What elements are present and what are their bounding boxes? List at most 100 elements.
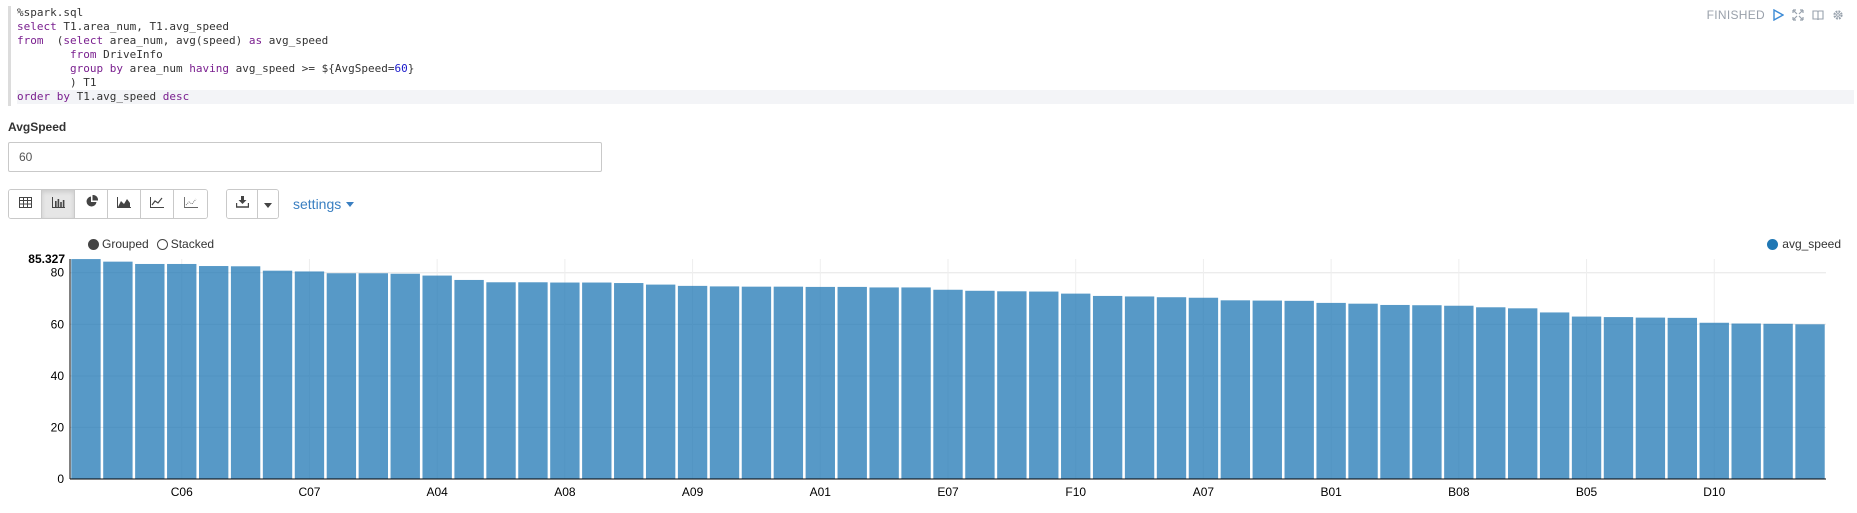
x-tick-label: B08: [1448, 485, 1470, 499]
code-editor[interactable]: %spark.sql select T1.area_num, T1.avg_spe…: [8, 6, 1854, 106]
code-token: order by: [17, 90, 70, 103]
bar: [1316, 302, 1346, 479]
bar: [1156, 297, 1187, 479]
bar: [1635, 317, 1666, 479]
bar: [677, 285, 708, 479]
bar: [167, 263, 197, 479]
grouping-controls: Grouped Stacked: [88, 237, 214, 251]
run-icon[interactable]: [1771, 8, 1785, 22]
code-token: ) T1: [17, 76, 97, 89]
bar: [1667, 317, 1698, 479]
bar: [1508, 308, 1538, 479]
bar: [933, 289, 963, 479]
bar: [71, 259, 101, 479]
code-token: select: [63, 34, 104, 47]
bar: [773, 286, 804, 479]
bar: [901, 287, 931, 479]
code-token: as: [248, 34, 263, 47]
stacked-label: Stacked: [170, 237, 215, 251]
legend-swatch: [1767, 238, 1779, 250]
grouped-label: Grouped: [102, 237, 149, 251]
chart-legend[interactable]: avg_speed: [1767, 237, 1841, 251]
gear-icon[interactable]: [1831, 8, 1845, 22]
pie-chart-icon: [85, 194, 98, 213]
caret-down-icon: [346, 201, 355, 207]
scatter-chart-view-button[interactable]: [174, 190, 207, 218]
bar: [550, 282, 580, 479]
radio-unchecked-icon: [156, 238, 168, 250]
code-token: [17, 62, 70, 75]
area-chart-icon: [117, 195, 131, 213]
pie-chart-view-button[interactable]: [75, 190, 108, 218]
bar: [230, 266, 261, 479]
settings-label: settings: [293, 196, 342, 212]
area-chart-view-button[interactable]: [108, 190, 141, 218]
bar: [997, 291, 1027, 479]
sql-code[interactable]: %spark.sql select T1.area_num, T1.avg_spe…: [11, 6, 1854, 104]
bar: [1348, 303, 1378, 479]
code-token: 60: [394, 62, 408, 75]
bar-chart-view-button[interactable]: [42, 190, 75, 218]
expand-icon[interactable]: [1791, 8, 1805, 22]
code-token: (: [43, 34, 64, 47]
bar: [422, 275, 452, 479]
bar: [1763, 323, 1793, 479]
bar: [390, 273, 420, 479]
bar: [1699, 322, 1729, 479]
bar: [965, 290, 995, 479]
code-token: T1.avg_speed: [69, 90, 163, 103]
settings-toggle[interactable]: settings: [293, 196, 355, 212]
x-tick-label: C06: [171, 485, 193, 499]
y-max-label: 85.327: [28, 252, 65, 266]
visualization-toolbar: settings: [8, 189, 355, 219]
code-token: select: [17, 20, 57, 33]
book-icon[interactable]: [1811, 8, 1825, 22]
bar: [262, 270, 293, 479]
x-tick-label: A07: [1193, 485, 1215, 499]
bar: [645, 284, 676, 479]
bar: [869, 287, 899, 479]
code-line: ) T1: [17, 76, 1854, 90]
bar: [326, 273, 357, 479]
y-tick-label: 80: [51, 266, 65, 280]
bar: [805, 286, 835, 479]
scatter-chart-icon: [183, 195, 198, 213]
x-tick-label: A04: [426, 485, 448, 499]
code-token: }: [407, 62, 415, 75]
bar: [1092, 295, 1123, 479]
code-token: [17, 48, 70, 61]
bar: [486, 282, 516, 479]
code-token: having: [189, 62, 229, 75]
code-line: order by T1.avg_speed desc: [17, 90, 1854, 104]
y-tick-label: 0: [57, 472, 64, 486]
x-tick-label: A08: [554, 485, 576, 499]
line-chart-view-button[interactable]: [141, 190, 174, 218]
download-button-group: [226, 189, 279, 219]
stacked-radio[interactable]: Stacked: [156, 237, 215, 251]
x-tick-label: A01: [810, 485, 832, 499]
download-button[interactable]: [227, 190, 258, 218]
x-tick-label: B01: [1320, 485, 1342, 499]
bar: [1061, 293, 1091, 479]
bar: [1603, 317, 1634, 479]
status-label: FINISHED: [1706, 8, 1765, 22]
table-view-button[interactable]: [9, 190, 42, 218]
bar: [1795, 324, 1825, 479]
code-line: from (select area_num, avg(speed) as avg…: [17, 34, 1854, 48]
code-token: DriveInfo: [96, 48, 163, 61]
bar: [103, 261, 133, 479]
download-dropdown-button[interactable]: [258, 190, 278, 218]
bar: [1188, 297, 1219, 479]
x-tick-label: B05: [1576, 485, 1598, 499]
paragraph-status-bar: FINISHED: [1707, 8, 1845, 22]
y-tick-label: 40: [51, 369, 65, 383]
bar: [518, 282, 548, 479]
bar: [294, 271, 325, 479]
bar: [1284, 300, 1314, 479]
code-token: group by: [69, 62, 123, 75]
avgspeed-input[interactable]: [8, 142, 602, 172]
bar: [582, 282, 612, 479]
grouped-radio[interactable]: Grouped: [88, 237, 149, 251]
bar: [709, 286, 740, 479]
